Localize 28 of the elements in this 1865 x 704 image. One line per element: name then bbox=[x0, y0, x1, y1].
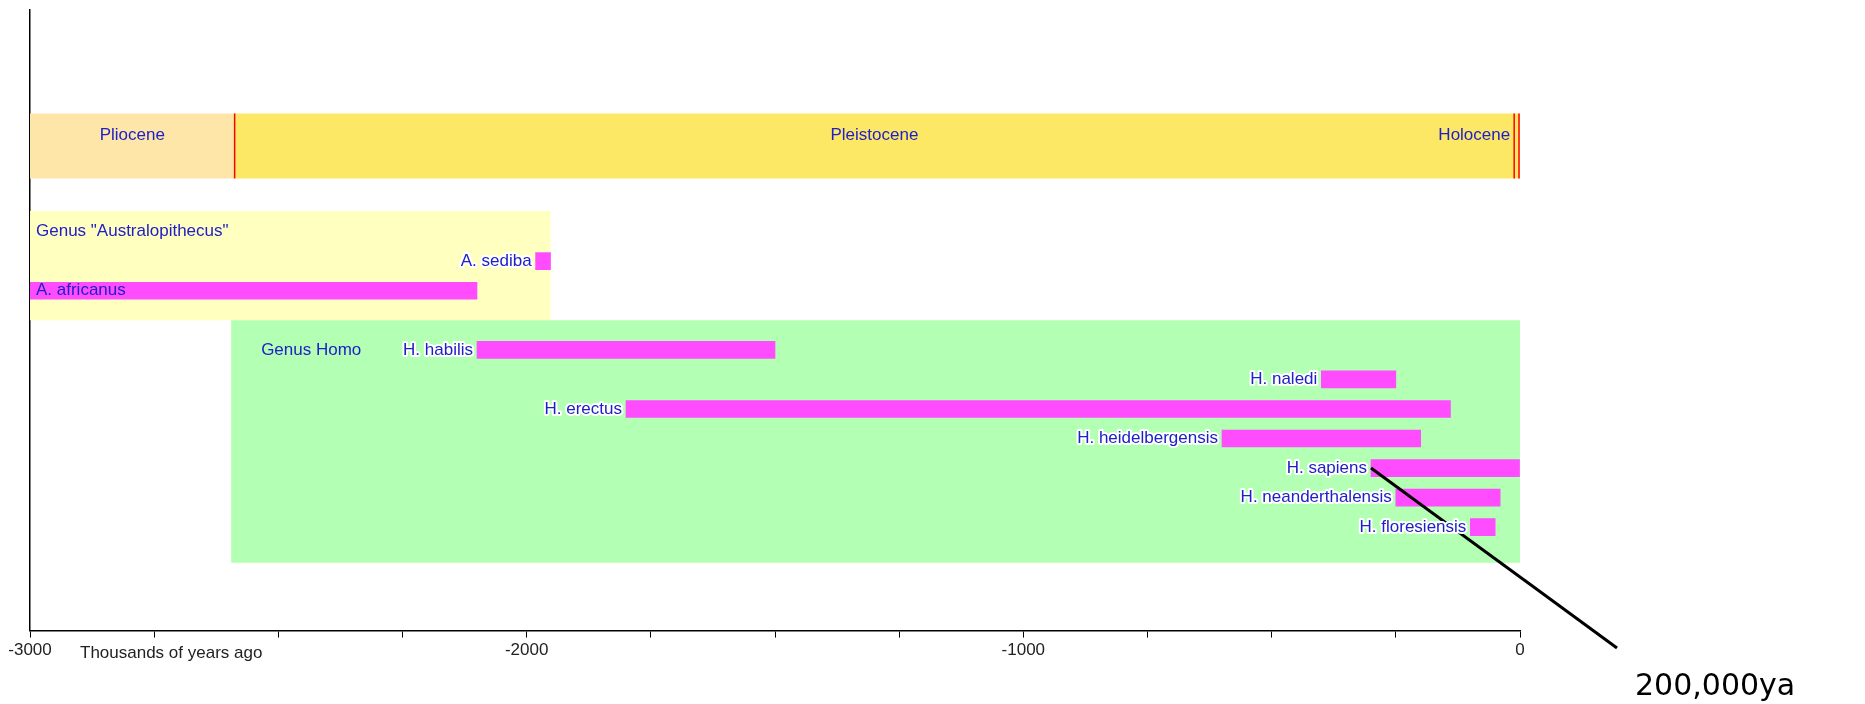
y-tick-label: H. erectus bbox=[544, 398, 622, 418]
band-label: Pleistocene bbox=[830, 125, 919, 145]
bar bbox=[476, 341, 776, 359]
bar bbox=[535, 252, 551, 271]
y-tick-label: H. neanderthalensis bbox=[1240, 487, 1392, 507]
band-label: Pliocene bbox=[99, 125, 165, 145]
x-tick-label: -3000 bbox=[8, 640, 52, 660]
x-tick-label: -2000 bbox=[504, 640, 549, 660]
band-label: Holocene bbox=[1438, 125, 1511, 145]
x-tick-label: -1000 bbox=[1001, 640, 1046, 660]
bar bbox=[625, 400, 1451, 418]
bar bbox=[1395, 488, 1501, 507]
bar bbox=[1221, 429, 1421, 448]
annotation: 200,000ya bbox=[1635, 667, 1796, 702]
y-tick-label: A. africanus bbox=[36, 280, 126, 300]
y-tick-label: H. habilis bbox=[403, 339, 473, 359]
bar bbox=[1370, 459, 1520, 477]
bar bbox=[30, 281, 478, 300]
y-tick-label: A. sediba bbox=[460, 250, 533, 270]
y-tick-label: H. sapiens bbox=[1286, 457, 1367, 477]
band-label: Genus Homo bbox=[261, 339, 362, 359]
band-label: Genus "Australopithecus" bbox=[36, 221, 229, 241]
bar bbox=[1321, 370, 1397, 389]
x-tick-label: 0 bbox=[1515, 640, 1525, 660]
bar bbox=[1470, 518, 1496, 536]
x-axis-title: Thousands of years ago bbox=[80, 642, 263, 662]
y-tick-label: H. heidelbergensis bbox=[1077, 428, 1218, 448]
y-tick-label: H. naledi bbox=[1250, 369, 1318, 389]
